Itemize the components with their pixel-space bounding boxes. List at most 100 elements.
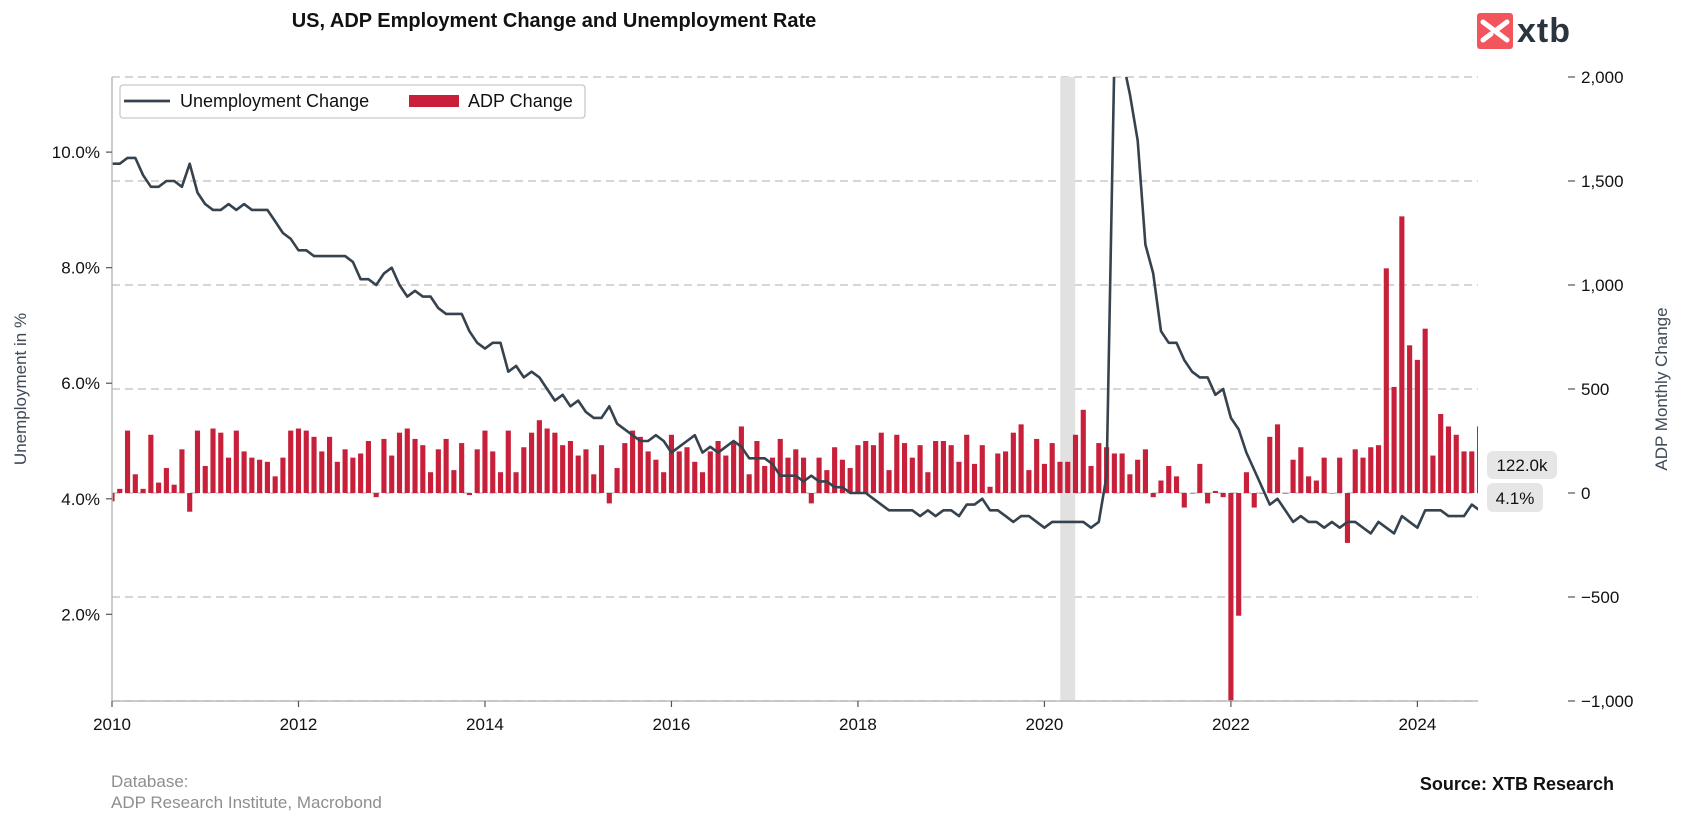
adp-bar <box>459 443 465 493</box>
x-tick-label: 2014 <box>466 715 504 734</box>
adp-bar <box>536 420 542 493</box>
adp-bar <box>1189 493 1195 494</box>
adp-bar <box>668 434 675 493</box>
adp-bar <box>194 430 201 493</box>
adp-bar <box>163 468 169 493</box>
adp-bar <box>606 493 612 504</box>
adp-bar <box>971 463 978 493</box>
right-tick-label: 2,000 <box>1581 68 1624 87</box>
adp-bar <box>148 434 154 493</box>
adp-bar <box>140 488 146 493</box>
database-sources: ADP Research Institute, Macrobond <box>111 793 382 812</box>
adp-bar <box>591 474 597 493</box>
adp-bar <box>1422 328 1428 493</box>
adp-bar <box>1601 464 1606 493</box>
adp-bar <box>1360 457 1366 493</box>
adp-bar <box>389 455 395 493</box>
adp-bar <box>311 436 317 493</box>
adp-bar <box>482 430 488 493</box>
adp-bar <box>365 441 371 493</box>
brand-name: xtb <box>1517 12 1571 50</box>
adp-bar <box>630 430 636 493</box>
database-label: Database: <box>111 772 189 791</box>
adp-bar <box>124 430 131 493</box>
adp-bar <box>1383 268 1389 493</box>
adp-bar <box>979 445 985 493</box>
adp-bar <box>288 430 294 493</box>
adp-bar <box>1166 465 1172 493</box>
adp-bars <box>112 216 1630 701</box>
x-tick-label: 2020 <box>1026 715 1064 734</box>
legend-label-unemployment: Unemployment Change <box>180 91 369 111</box>
unemployment-annotation-box <box>1487 483 1543 512</box>
adp-bar <box>622 443 628 493</box>
x-tick-label: 2010 <box>93 715 131 734</box>
adp-bar <box>894 434 900 493</box>
chart-title: US, ADP Employment Change and Unemployme… <box>291 10 817 32</box>
brand-logo: xtb <box>1477 13 1571 49</box>
adp-bar <box>1344 493 1351 543</box>
adp-bar <box>1057 461 1063 493</box>
adp-bar <box>645 451 651 493</box>
adp-bar <box>964 434 970 493</box>
adp-bar <box>241 451 247 493</box>
right-tick-label: 500 <box>1581 380 1609 399</box>
x-tick-label: 2018 <box>839 715 877 734</box>
adp-bar <box>435 449 441 493</box>
adp-bar <box>1080 409 1086 493</box>
adp-bar <box>637 436 643 493</box>
adp-bar <box>1414 359 1420 493</box>
adp-bar <box>1181 493 1187 508</box>
y-right-axis-label: ADP Monthly Change <box>1652 307 1671 470</box>
adp-bar <box>614 468 620 493</box>
adp-bar <box>598 445 605 493</box>
adp-bar <box>1096 443 1102 493</box>
adp-bar <box>1313 480 1319 493</box>
adp-bar <box>1228 493 1234 701</box>
adp-bar <box>1625 377 1630 493</box>
adp-bar <box>769 457 776 493</box>
adp-bar <box>1220 493 1226 498</box>
adp-bar <box>1298 447 1304 493</box>
adp-bar <box>1337 457 1343 493</box>
adp-bar <box>1119 453 1125 493</box>
adp-bar <box>1041 463 1047 493</box>
adp-bar <box>715 441 721 493</box>
adp-bar <box>731 441 737 493</box>
adp-bar <box>839 459 845 493</box>
adp-bar <box>1469 451 1475 493</box>
adp-bar <box>264 461 270 493</box>
adp-bar <box>1430 455 1436 493</box>
left-tick-label: 10.0% <box>52 143 100 162</box>
adp-bar <box>1407 345 1413 493</box>
adp-bar <box>878 432 884 493</box>
adp-bar <box>1003 451 1009 493</box>
adp-bar <box>156 482 162 493</box>
adp-bar <box>233 430 239 493</box>
adp-bar <box>1368 447 1374 493</box>
adp-bar <box>497 472 504 493</box>
adp-bar <box>505 430 511 493</box>
adp-annotation-box <box>1487 451 1557 479</box>
legend: Unemployment Change ADP Change <box>119 84 586 119</box>
adp-bar <box>1173 476 1180 493</box>
right-tick-label: −500 <box>1581 588 1619 607</box>
adp-bar <box>358 453 364 493</box>
adp-bar <box>808 493 814 504</box>
adp-bar <box>1562 445 1567 493</box>
unemployment-annotation-label: 4.1% <box>1496 489 1535 508</box>
adp-bar <box>412 438 418 493</box>
legend-box <box>119 84 586 119</box>
adp-bar <box>940 441 946 493</box>
adp-bar <box>754 441 760 493</box>
left-tick-label: 6.0% <box>61 374 100 393</box>
adp-bar <box>1127 474 1133 493</box>
adp-bar <box>396 432 403 493</box>
adp-bar <box>692 461 698 493</box>
adp-bar <box>816 457 822 493</box>
adp-bar <box>1617 472 1622 493</box>
adp-bar <box>1290 459 1296 493</box>
adp-bar <box>428 472 434 493</box>
adp-bar <box>1243 472 1250 493</box>
adp-bar <box>420 445 426 493</box>
